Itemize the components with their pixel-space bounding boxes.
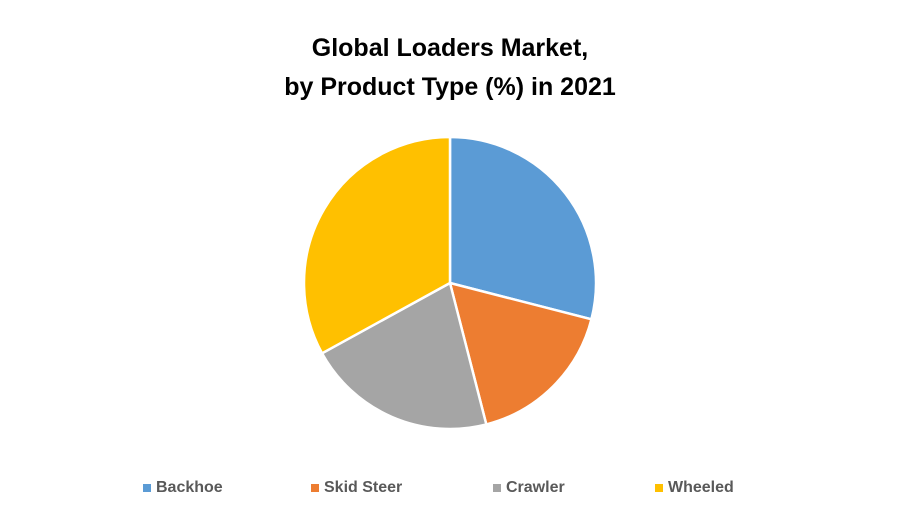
legend-label: Crawler — [506, 479, 565, 496]
pie-slice — [448, 281, 593, 426]
pie — [302, 135, 598, 431]
legend: Backhoe Skid Steer Crawler Wheeled — [143, 479, 734, 496]
legend-label: Backhoe — [156, 479, 223, 496]
legend-swatch — [143, 484, 151, 492]
pie-slice — [448, 135, 598, 321]
legend-label: Skid Steer — [324, 479, 402, 496]
chart-title: Global Loaders Market, — [312, 34, 588, 62]
pie-slice — [302, 135, 452, 356]
legend-label: Wheeled — [668, 479, 734, 496]
legend-swatch — [311, 484, 319, 492]
chart-title: by Product Type (%) in 2021 — [284, 73, 616, 101]
legend-swatch — [493, 484, 501, 492]
legend-swatch — [655, 484, 663, 492]
pie-slice — [320, 281, 488, 431]
